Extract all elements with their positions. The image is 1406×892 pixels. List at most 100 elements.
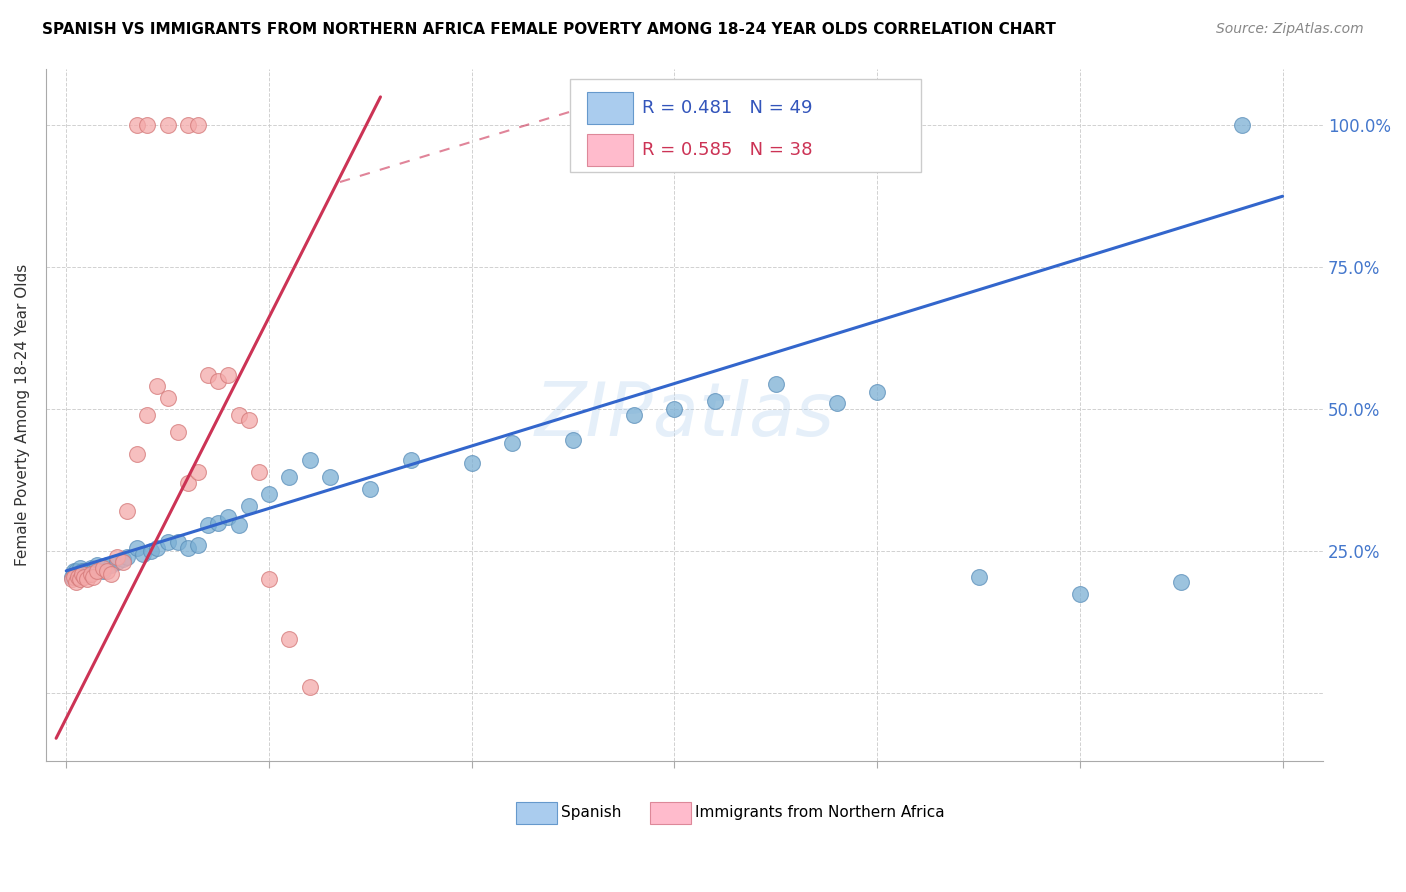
Text: R = 0.585   N = 38: R = 0.585 N = 38	[643, 141, 813, 159]
Point	[63, 564, 86, 578]
Text: Source: ZipAtlas.com: Source: ZipAtlas.com	[1216, 22, 1364, 37]
Point	[76, 566, 98, 581]
Point	[1230, 118, 1253, 132]
Point	[73, 564, 96, 578]
Point	[60, 572, 83, 586]
Point	[127, 541, 149, 555]
Point	[69, 561, 91, 575]
Point	[156, 118, 179, 132]
Point	[166, 535, 188, 549]
Point	[207, 374, 229, 388]
Point	[177, 541, 200, 555]
Point	[765, 376, 787, 391]
Point	[562, 434, 585, 448]
Point	[96, 564, 118, 578]
Point	[100, 558, 122, 573]
Point	[238, 499, 260, 513]
FancyBboxPatch shape	[516, 802, 557, 824]
Point	[60, 569, 83, 583]
Point	[65, 564, 87, 578]
Point	[501, 436, 523, 450]
Point	[623, 408, 645, 422]
FancyBboxPatch shape	[650, 802, 690, 824]
Point	[664, 402, 686, 417]
Point	[156, 535, 179, 549]
Point	[319, 470, 342, 484]
Point	[298, 453, 321, 467]
Point	[105, 549, 128, 564]
Point	[704, 393, 727, 408]
Point	[111, 555, 134, 569]
Point	[67, 569, 90, 583]
Point	[460, 456, 482, 470]
Point	[136, 118, 159, 132]
Point	[217, 510, 239, 524]
Point	[146, 379, 169, 393]
Point	[141, 544, 163, 558]
Point	[228, 518, 250, 533]
Point	[257, 487, 280, 501]
Point	[65, 575, 87, 590]
Point	[825, 396, 848, 410]
Point	[69, 572, 91, 586]
Point	[278, 470, 301, 484]
Point	[72, 566, 94, 581]
Point	[146, 541, 169, 555]
Point	[105, 555, 128, 569]
Point	[136, 408, 159, 422]
Point	[132, 547, 155, 561]
Point	[298, 680, 321, 694]
Point	[86, 564, 108, 578]
Point	[127, 118, 149, 132]
Point	[1069, 586, 1091, 600]
Point	[82, 569, 104, 583]
Text: ZIPatlas: ZIPatlas	[534, 379, 835, 450]
Point	[127, 448, 149, 462]
Point	[79, 566, 101, 581]
Point	[115, 549, 138, 564]
Point	[86, 558, 108, 573]
Point	[197, 518, 219, 533]
Point	[166, 425, 188, 439]
Point	[187, 118, 209, 132]
Point	[399, 453, 422, 467]
Point	[187, 465, 209, 479]
Point	[197, 368, 219, 382]
Point	[359, 482, 381, 496]
Point	[228, 408, 250, 422]
Point	[207, 516, 229, 530]
Point	[1170, 575, 1192, 590]
Point	[278, 632, 301, 646]
Y-axis label: Female Poverty Among 18-24 Year Olds: Female Poverty Among 18-24 Year Olds	[15, 264, 30, 566]
Point	[63, 569, 86, 583]
Text: Immigrants from Northern Africa: Immigrants from Northern Africa	[695, 805, 945, 821]
Point	[79, 561, 101, 575]
Point	[217, 368, 239, 382]
Point	[72, 564, 94, 578]
Point	[967, 569, 990, 583]
Point	[111, 552, 134, 566]
Point	[187, 538, 209, 552]
Point	[257, 572, 280, 586]
Point	[91, 564, 114, 578]
Text: SPANISH VS IMMIGRANTS FROM NORTHERN AFRICA FEMALE POVERTY AMONG 18-24 YEAR OLDS : SPANISH VS IMMIGRANTS FROM NORTHERN AFRI…	[42, 22, 1056, 37]
Point	[76, 572, 98, 586]
Point	[115, 504, 138, 518]
Point	[67, 566, 90, 581]
Point	[247, 465, 270, 479]
Point	[91, 561, 114, 575]
FancyBboxPatch shape	[588, 134, 634, 166]
FancyBboxPatch shape	[569, 78, 921, 172]
Point	[96, 558, 118, 573]
Point	[100, 566, 122, 581]
Point	[82, 564, 104, 578]
Text: R = 0.481   N = 49: R = 0.481 N = 49	[643, 99, 813, 118]
Point	[866, 385, 889, 400]
Point	[238, 413, 260, 427]
Point	[177, 118, 200, 132]
Point	[73, 569, 96, 583]
Text: Spanish: Spanish	[561, 805, 621, 821]
Point	[177, 475, 200, 490]
Point	[156, 391, 179, 405]
FancyBboxPatch shape	[588, 93, 634, 124]
